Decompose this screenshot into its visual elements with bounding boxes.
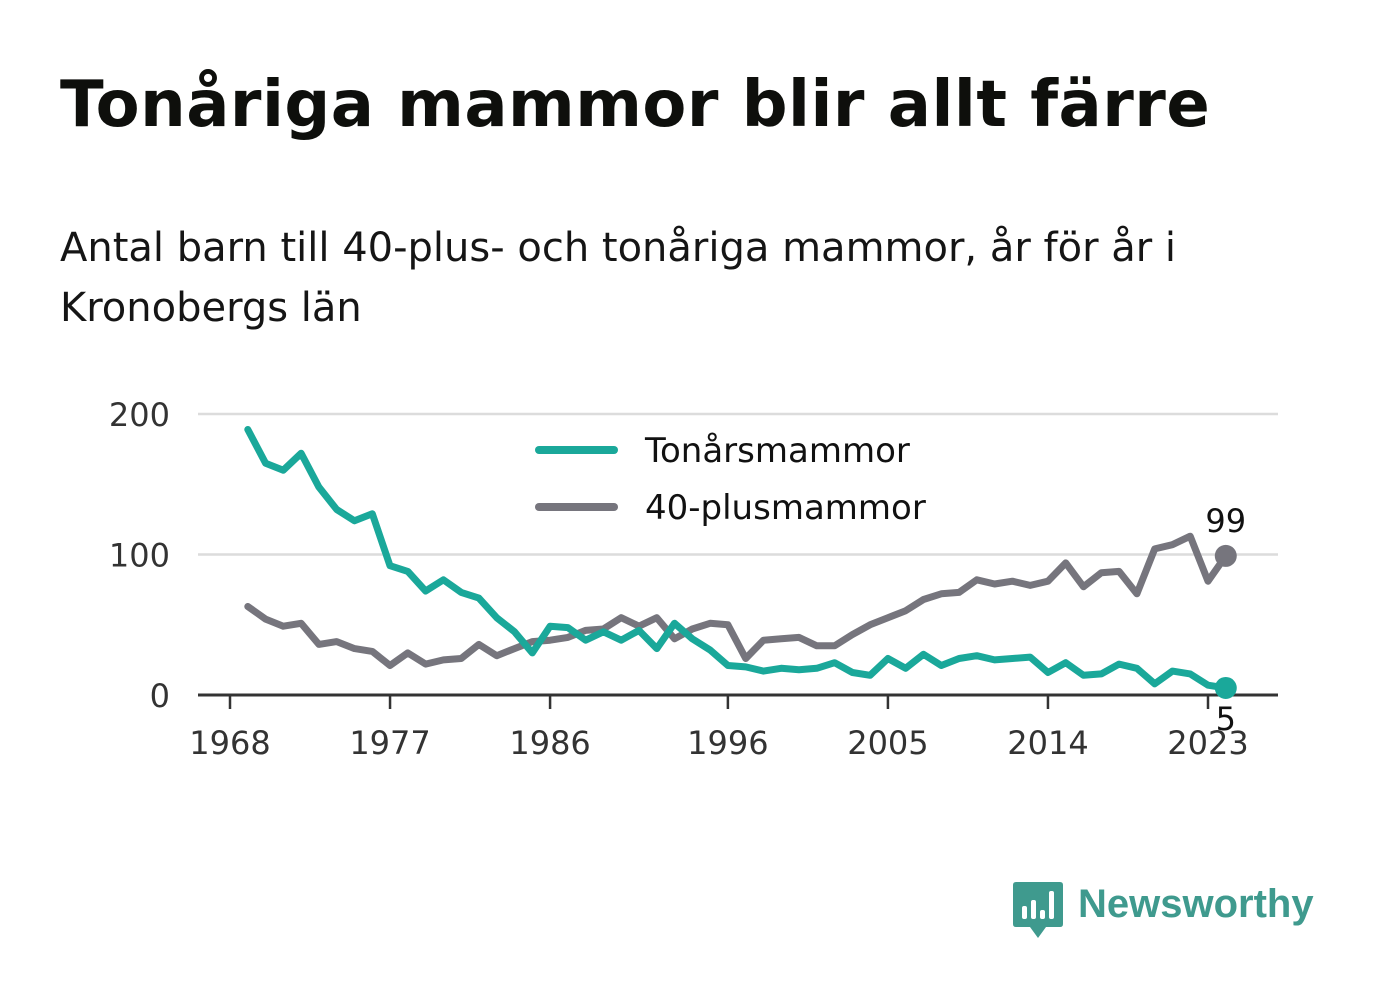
x-tick-label: 1977 <box>349 724 430 762</box>
x-tick-label: 2014 <box>1007 724 1088 762</box>
series-line <box>244 426 1230 692</box>
series-line <box>244 532 1230 669</box>
series-end-point <box>1214 676 1237 699</box>
brand-logo: Newsworthy <box>1012 880 1314 940</box>
axes: 0 100 200 1968 1977 1986 1996 2005 2014 2023 <box>109 396 1278 762</box>
x-tick-label: 1996 <box>687 724 768 762</box>
x-tick-label: 2023 <box>1167 724 1248 762</box>
legend: Tonårsmammor 40-plusmammor <box>535 431 926 528</box>
x-tick-label: 1986 <box>509 724 590 762</box>
grid-lines <box>198 412 1278 556</box>
series-lines <box>244 426 1230 692</box>
x-tick-label: 1968 <box>189 724 270 762</box>
brand-name: Newsworthy <box>1078 882 1314 926</box>
y-tick-label: 100 <box>109 537 170 575</box>
series-end-label: 5 <box>1216 700 1236 738</box>
end-labels: 5 99 <box>1205 502 1246 738</box>
bar-chart-logo-icon <box>1013 882 1063 938</box>
y-tick-label: 0 <box>150 677 170 715</box>
series-end-label: 99 <box>1205 502 1246 540</box>
chart-title: Tonåriga mammor blir allt färre <box>60 68 1211 142</box>
chart-subtitle: Antal barn till 40-plus- och tonåriga ma… <box>60 225 1177 331</box>
series-end-point <box>1214 544 1237 567</box>
legend-label: Tonårsmammor <box>644 431 910 471</box>
x-tick-label: 2005 <box>847 724 928 762</box>
legend-label: 40-plusmammor <box>645 488 926 528</box>
y-tick-label: 200 <box>109 396 170 434</box>
